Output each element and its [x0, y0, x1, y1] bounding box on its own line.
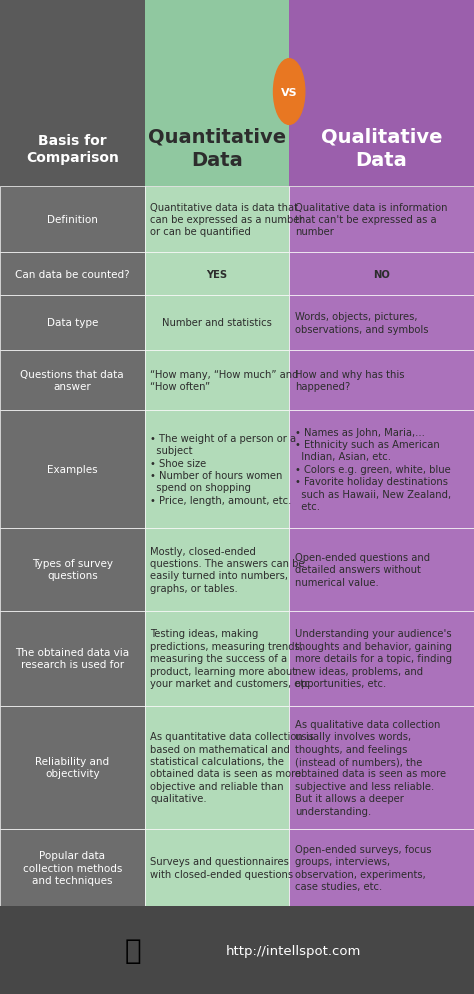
Text: VS: VS [281, 87, 298, 97]
Text: Examples: Examples [47, 464, 98, 474]
Text: • The weight of a person or a
  subject
• Shoe size
• Number of hours women
  sp: • The weight of a person or a subject • … [150, 433, 296, 505]
Text: Types of survey
questions: Types of survey questions [32, 559, 113, 580]
Bar [289, 411, 474, 528]
Bar [0, 187, 145, 252]
Bar [0, 411, 145, 528]
Text: • Names as John, Maria,...
• Ethnicity such as American
  Indian, Asian, etc.
• : • Names as John, Maria,... • Ethnicity s… [295, 427, 451, 512]
Bar [0, 296, 145, 350]
Bar [0, 611, 145, 706]
Text: Quantitative
Data: Quantitative Data [148, 128, 286, 170]
Text: http://intellspot.com: http://intellspot.com [226, 943, 362, 957]
Bar [145, 350, 289, 411]
Bar [145, 829, 289, 907]
Bar [0, 350, 145, 411]
Bar [145, 252, 289, 296]
Text: How and why has this
happened?: How and why has this happened? [295, 369, 404, 392]
Bar [145, 706, 289, 829]
Text: As qualitative data collection
usually involves words,
thoughts, and feelings
(i: As qualitative data collection usually i… [295, 719, 446, 816]
Bar [289, 296, 474, 350]
Bar [289, 0, 474, 187]
Bar [0, 706, 145, 829]
Bar [289, 829, 474, 907]
Text: Can data be counted?: Can data be counted? [15, 269, 129, 279]
Text: Qualitative data is information
that can't be expressed as a
number: Qualitative data is information that can… [295, 203, 447, 238]
Text: The obtained data via
research is used for: The obtained data via research is used f… [15, 647, 129, 670]
Bar [289, 350, 474, 411]
Bar [0, 252, 145, 296]
Bar [289, 706, 474, 829]
Text: As quantitative data collection is
based on mathematical and
statistical calcula: As quantitative data collection is based… [150, 732, 314, 803]
Bar [289, 187, 474, 252]
Bar [145, 528, 289, 611]
Text: Questions that data
answer: Questions that data answer [20, 369, 124, 392]
Bar [145, 611, 289, 706]
Text: Open-ended surveys, focus
groups, interviews,
observation, experiments,
case stu: Open-ended surveys, focus groups, interv… [295, 844, 431, 892]
Bar [0, 829, 145, 907]
Text: 💡: 💡 [124, 936, 141, 964]
Text: Open-ended questions and
detailed answers without
numerical value.: Open-ended questions and detailed answer… [295, 553, 430, 587]
Text: Qualitative
Data: Qualitative Data [321, 128, 442, 170]
Text: Mostly, closed-ended
questions. The answers can be
easily turned into numbers,
g: Mostly, closed-ended questions. The answ… [150, 546, 305, 593]
Bar [289, 252, 474, 296]
Text: Understanding your audience's
thoughts and behavior, gaining
more details for a : Understanding your audience's thoughts a… [295, 629, 452, 688]
Text: Quantitative data is data that
can be expressed as a number
or can be quantified: Quantitative data is data that can be ex… [150, 203, 304, 238]
Text: Number and statistics: Number and statistics [162, 318, 272, 328]
Bar [0, 528, 145, 611]
Text: YES: YES [206, 269, 228, 279]
Text: Testing ideas, making
predictions, measuring trends,
measuring the success of a
: Testing ideas, making predictions, measu… [150, 629, 313, 688]
Bar [0, 907, 474, 994]
Text: Surveys and questionnaires
with closed-ended questions: Surveys and questionnaires with closed-e… [150, 857, 293, 879]
Text: Basis for
Comparison: Basis for Comparison [26, 133, 118, 165]
Circle shape [273, 60, 305, 125]
Bar [145, 0, 289, 187]
Text: Popular data
collection methods
and techniques: Popular data collection methods and tech… [23, 851, 122, 886]
Bar [145, 411, 289, 528]
Text: “How many, “How much” and
“How often”: “How many, “How much” and “How often” [150, 369, 299, 392]
Bar [289, 528, 474, 611]
Text: Definition: Definition [47, 215, 98, 225]
Text: NO: NO [373, 269, 390, 279]
Bar [145, 187, 289, 252]
Bar [145, 296, 289, 350]
Text: Data type: Data type [46, 318, 98, 328]
Bar [0, 0, 145, 187]
Text: Words, objects, pictures,
observations, and symbols: Words, objects, pictures, observations, … [295, 312, 428, 334]
Text: Reliability and
objectivity: Reliability and objectivity [35, 756, 109, 778]
Bar [289, 611, 474, 706]
